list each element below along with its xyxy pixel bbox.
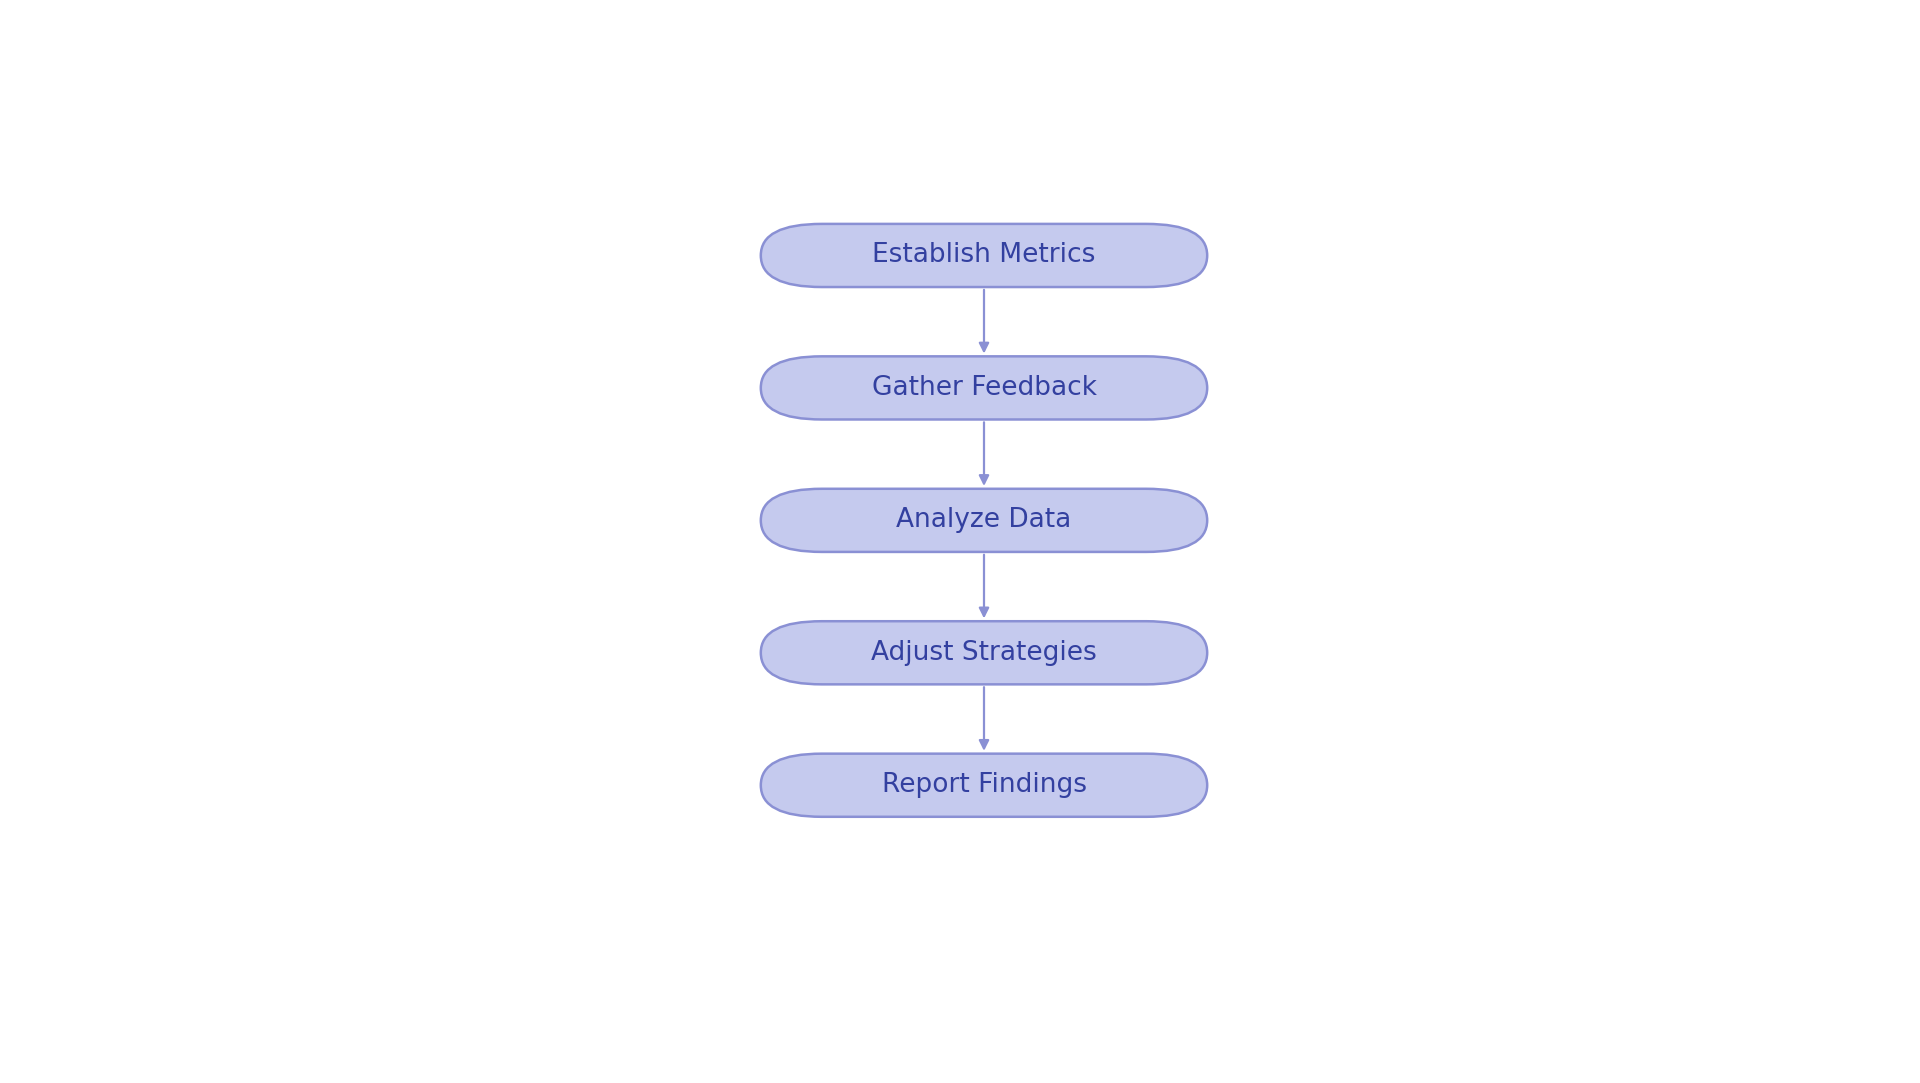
FancyBboxPatch shape: [760, 754, 1208, 817]
FancyBboxPatch shape: [760, 224, 1208, 287]
Text: Analyze Data: Analyze Data: [897, 507, 1071, 533]
FancyBboxPatch shape: [760, 356, 1208, 419]
Text: Establish Metrics: Establish Metrics: [872, 243, 1096, 269]
Text: Adjust Strategies: Adjust Strategies: [872, 640, 1096, 666]
FancyBboxPatch shape: [760, 488, 1208, 552]
Text: Gather Feedback: Gather Feedback: [872, 375, 1096, 401]
Text: Report Findings: Report Findings: [881, 772, 1087, 798]
FancyBboxPatch shape: [760, 622, 1208, 684]
